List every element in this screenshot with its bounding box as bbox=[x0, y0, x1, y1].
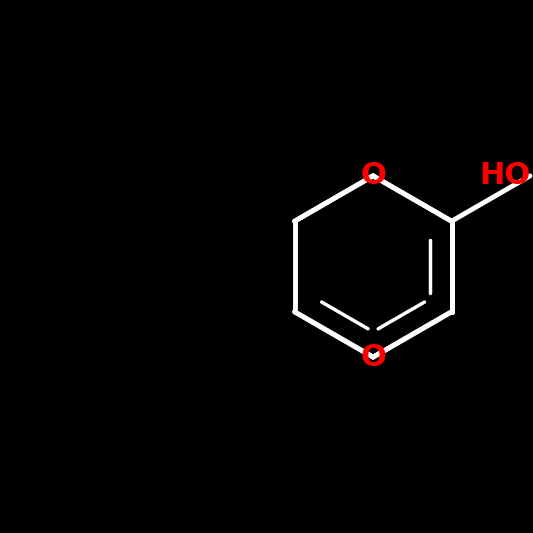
Text: O: O bbox=[360, 161, 386, 190]
Text: HO: HO bbox=[479, 161, 530, 190]
Text: O: O bbox=[360, 343, 386, 372]
